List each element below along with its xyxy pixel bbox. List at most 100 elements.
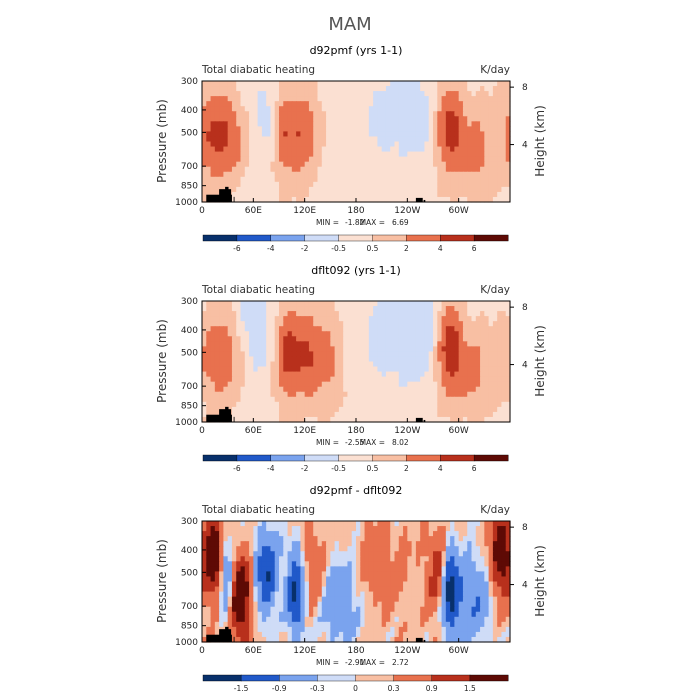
heatmap-cell (270, 171, 276, 178)
heatmap-cell (407, 551, 413, 557)
heatmap-cell (283, 136, 289, 143)
heatmap-cell (291, 306, 297, 312)
heatmap-cell (300, 181, 306, 188)
heatmap-cell (304, 371, 310, 378)
heatmap-cell (364, 101, 370, 107)
heatmap-cell (236, 136, 242, 143)
heatmap-cell (330, 406, 336, 413)
heatmap-cell (480, 316, 485, 322)
heatmap-cell (492, 101, 498, 107)
heatmap-cell (206, 401, 212, 408)
heatmap-cell (505, 146, 511, 153)
heatmap-cell (407, 546, 413, 552)
heatmap-cell (433, 386, 438, 393)
heatmap-cell (253, 156, 259, 163)
heatmap-cell (433, 606, 438, 613)
heatmap-cell (480, 561, 485, 567)
heatmap-cell (338, 181, 344, 188)
heatmap-cell (214, 591, 220, 598)
heatmap-cell (338, 306, 344, 312)
heatmap-cell (450, 526, 455, 532)
heatmap-cell (462, 151, 468, 158)
heatmap-cell (321, 96, 327, 102)
heatmap-cell (206, 406, 212, 413)
heatmap-cell (462, 311, 468, 317)
heatmap-cell (415, 581, 421, 588)
heatmap-cell (321, 526, 327, 532)
heatmap-cell (274, 546, 280, 552)
heatmap-cell (377, 316, 383, 322)
heatmap-cell (424, 326, 430, 332)
heatmap-cell (266, 346, 272, 353)
heatmap-cell (236, 556, 242, 562)
heatmap-cell (274, 576, 280, 583)
heatmap-cell (334, 396, 340, 403)
heatmap-cell (424, 171, 430, 178)
heatmap-cell (279, 121, 284, 127)
heatmap-cell (214, 361, 220, 368)
heatmap-cell (279, 371, 284, 378)
heatmap-cell (415, 301, 421, 307)
heatmap-cell (356, 111, 361, 117)
heatmap-cell (274, 401, 280, 408)
heatmap-cell (266, 341, 272, 347)
heatmap-cell (308, 311, 314, 317)
heatmap-cell (279, 531, 284, 537)
heatmap-cell (266, 191, 272, 198)
heatmap-cell (240, 146, 246, 153)
heatmap-cell (480, 581, 485, 588)
heatmap-cell (403, 361, 408, 368)
heatmap-cell (368, 171, 374, 178)
heatmap-cell (240, 561, 246, 567)
heatmap-cell (407, 581, 413, 588)
heatmap-cell (433, 111, 438, 117)
heatmap-cell (390, 161, 396, 168)
heatmap-cell (343, 611, 349, 618)
heatmap-cell (454, 361, 460, 368)
heatmap-cell (385, 351, 391, 358)
heatmap-cell (462, 336, 468, 342)
heatmap-cell (249, 531, 254, 537)
heatmap-cell (407, 341, 413, 347)
heatmap-cell (467, 136, 473, 143)
heatmap-cell (317, 81, 323, 87)
heatmap-cell (304, 166, 310, 173)
heatmap-cell (403, 311, 408, 317)
heatmap-cell (480, 591, 485, 598)
heatmap-cell (287, 596, 293, 603)
heatmap-cell (505, 411, 511, 418)
heatmap-cell (437, 526, 443, 532)
heatmap-cell (467, 161, 473, 168)
heatmap-cell (424, 166, 430, 173)
heatmap-cell (313, 586, 319, 593)
heatmap-cell (385, 131, 391, 138)
heatmap-cell (364, 576, 370, 583)
heatmap-cell (266, 561, 272, 567)
heatmap-cell (343, 121, 349, 127)
heatmap-cell (261, 561, 267, 567)
heatmap-cell (296, 306, 301, 312)
heatmap-cell (467, 146, 473, 153)
heatmap-cell (458, 306, 464, 312)
heatmap-cell (334, 551, 340, 557)
heatmap-cell (411, 361, 417, 368)
heatmap-cell (454, 341, 460, 347)
heatmap-cell (296, 396, 301, 403)
heatmap-cell (308, 176, 314, 183)
heatmap-cell (454, 331, 460, 337)
heatmap-cell (364, 106, 370, 112)
heatmap-cell (266, 531, 272, 537)
heatmap-cell (240, 86, 246, 92)
heatmap-cell (231, 121, 237, 127)
heatmap-cell (219, 301, 224, 307)
heatmap-cell (261, 336, 267, 342)
heatmap-cell (501, 101, 507, 107)
heatmap-cell (398, 181, 404, 188)
heatmap-cell (411, 121, 417, 127)
heatmap-cell (398, 111, 404, 117)
heatmap-cell (296, 601, 301, 608)
heatmap-cell (317, 151, 323, 158)
heatmap-cell (467, 576, 473, 583)
heatmap-cell (424, 601, 430, 608)
heatmap-cell (244, 531, 250, 537)
